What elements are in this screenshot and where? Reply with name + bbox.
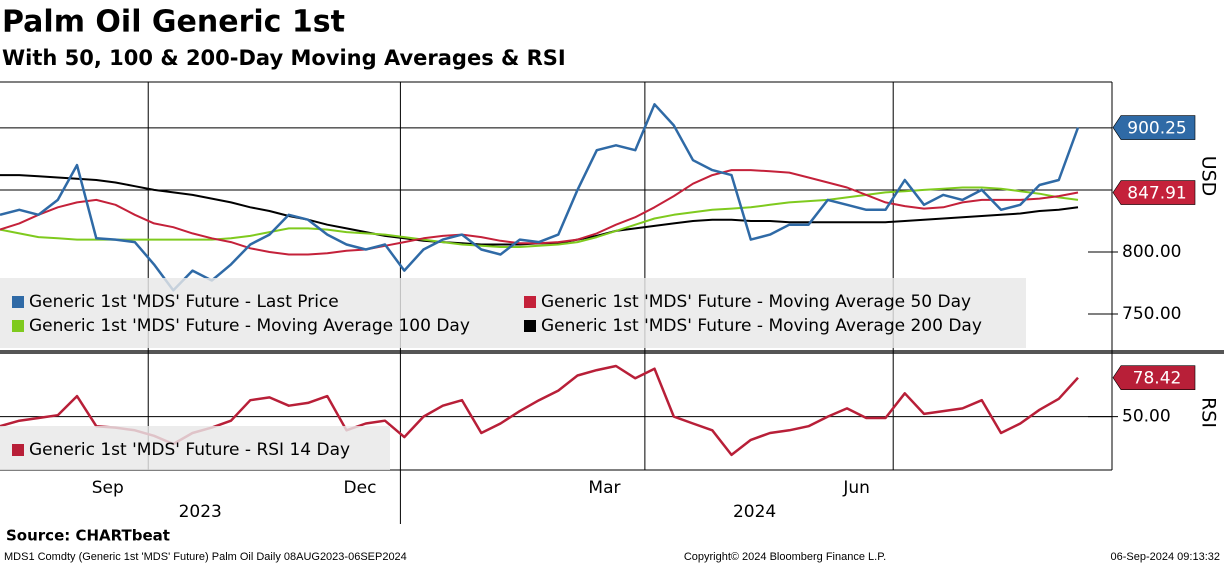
series-line: [0, 174, 1079, 246]
chart-subtitle: With 50, 100 & 200-Day Moving Averages &…: [2, 46, 566, 70]
y-tick-label: 50.00: [1122, 407, 1171, 427]
source: Source: CHARTbeat: [6, 527, 170, 545]
legend-label: Generic 1st 'MDS' Future - Moving Averag…: [541, 316, 982, 336]
x-tick-label: Mar: [588, 478, 620, 498]
y-axis-label: USD: [1198, 156, 1220, 197]
legend-label: Generic 1st 'MDS' Future - Moving Averag…: [29, 316, 470, 336]
year-label: 2024: [733, 502, 776, 522]
value-label: 847.91: [1127, 184, 1186, 204]
value-label-box: [1112, 180, 1196, 205]
legend-swatch: [12, 444, 24, 456]
legend-box: [0, 278, 1026, 348]
legend-label: Generic 1st 'MDS' Future - Moving Averag…: [541, 292, 971, 312]
y-axis-label: RSI: [1198, 397, 1220, 428]
chart-title: Palm Oil Generic 1st: [2, 5, 345, 40]
year-label: 2023: [179, 502, 222, 522]
footer-center: Copyright© 2024 Bloomberg Finance L.P.: [684, 551, 886, 563]
x-tick-label: Dec: [344, 478, 377, 498]
y-tick-label: 750.00: [1122, 304, 1181, 324]
legend-swatch: [524, 320, 536, 332]
panel-divider: [0, 350, 1224, 354]
footer-left: MDS1 Comdty (Generic 1st 'MDS' Future) P…: [4, 551, 407, 563]
legend-box: [0, 426, 390, 470]
value-label: 78.42: [1133, 369, 1182, 389]
footer-right: 06-Sep-2024 09:13:32: [1111, 551, 1220, 563]
legend-swatch: [12, 320, 24, 332]
legend-swatch: [524, 296, 536, 308]
y-tick-label: 800.00: [1122, 242, 1181, 262]
value-label: 900.25: [1127, 119, 1186, 139]
legend-label: Generic 1st 'MDS' Future - Last Price: [29, 292, 339, 312]
x-tick-label: Jun: [842, 478, 870, 498]
x-tick-label: Sep: [92, 478, 124, 498]
legend-swatch: [12, 296, 24, 308]
value-label-box: [1112, 365, 1196, 390]
series-line: [0, 103, 1080, 292]
value-label-box: [1112, 115, 1196, 140]
legend-label: Generic 1st 'MDS' Future - RSI 14 Day: [29, 440, 350, 460]
